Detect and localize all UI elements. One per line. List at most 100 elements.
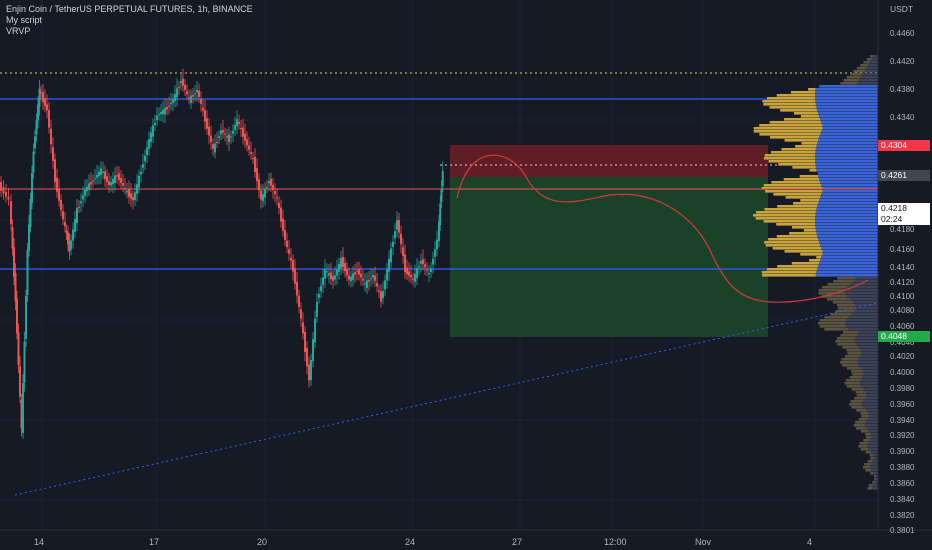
profile-bar-down	[817, 109, 878, 112]
candle-body	[424, 264, 426, 268]
profile-bar-down	[855, 307, 878, 310]
time-tick: 12:00	[604, 537, 627, 547]
candle-body	[248, 145, 250, 150]
profile-bar-up	[849, 403, 863, 406]
profile-bar-down	[816, 271, 878, 274]
candle-body	[218, 136, 220, 139]
profile-bar-down	[845, 289, 878, 292]
candle-body	[16, 298, 18, 334]
candle-body	[38, 88, 41, 107]
candle-body	[174, 94, 176, 102]
candle-body	[322, 277, 324, 285]
profile-bar-down	[868, 415, 878, 418]
profile-bar-down	[859, 79, 878, 82]
candle-body	[58, 188, 60, 201]
profile-bar-down	[815, 226, 878, 229]
candle-body	[344, 263, 346, 272]
profile-bar-down	[860, 349, 878, 352]
profile-bar-down	[873, 454, 878, 457]
profile-bar-down	[818, 115, 878, 118]
profile-bar-up	[845, 379, 861, 382]
candle-body	[35, 120, 38, 135]
profile-bar-up	[780, 109, 818, 112]
profile-bar-up	[853, 70, 865, 73]
candle-body	[96, 175, 98, 178]
candle-body	[196, 90, 198, 93]
profile-bar-up	[818, 292, 846, 295]
price-tick: 0.3860	[890, 479, 915, 488]
profile-bar-down	[857, 82, 878, 85]
candle-body	[368, 280, 370, 282]
profile-bar-down	[822, 187, 878, 190]
candle-body	[236, 119, 238, 127]
profile-bar-up	[803, 229, 816, 232]
candle-body	[92, 180, 94, 182]
profile-bar-down	[864, 70, 878, 73]
candle-body	[440, 189, 443, 202]
profile-bar-down	[847, 286, 878, 289]
candle-body	[278, 203, 280, 208]
candle-body	[436, 239, 438, 250]
profile-bar-down	[816, 232, 878, 235]
profile-bar-up	[770, 136, 820, 139]
symbol-title[interactable]: Enjin Coin / TetherUS PERPETUAL FUTURES,…	[6, 4, 253, 14]
profile-bar-down	[816, 106, 878, 109]
candle-body	[430, 268, 432, 272]
indicator-vrvp[interactable]: VRVP	[6, 26, 31, 36]
candle-body	[40, 92, 42, 94]
profile-bar-down	[820, 244, 878, 247]
candle-body	[272, 185, 274, 190]
profile-bar-down	[855, 277, 878, 280]
stop-loss-zone	[450, 145, 768, 177]
profile-bar-up	[761, 271, 817, 274]
candle-body	[216, 142, 218, 143]
candle-body	[2, 186, 5, 194]
candle-body	[356, 270, 358, 272]
profile-bar-up	[768, 238, 819, 241]
profile-bar-up	[819, 319, 846, 322]
profile-bar-up	[766, 97, 816, 100]
candle-body	[246, 139, 248, 146]
candle-body	[74, 218, 76, 232]
candle-body	[46, 104, 48, 111]
profile-bar-down	[815, 229, 878, 232]
profile-bar-up	[808, 88, 816, 91]
profile-bar-up	[856, 409, 867, 412]
profile-bar-up	[809, 259, 821, 262]
price-tick: 0.4080	[890, 306, 915, 315]
profile-bar-down	[818, 139, 878, 142]
candle-body	[264, 188, 266, 198]
profile-bar-up	[768, 160, 816, 163]
candle-body	[384, 280, 386, 290]
candle-body	[202, 108, 204, 111]
profile-bar-down	[865, 391, 878, 394]
time-tick: Nov	[695, 537, 712, 547]
candle-body	[144, 155, 146, 162]
candle-body	[242, 127, 244, 137]
profile-bar-up	[854, 397, 865, 400]
profile-bar-up	[864, 463, 871, 466]
candle-body	[400, 233, 402, 245]
profile-bar-down	[865, 421, 878, 424]
profile-bar-up	[769, 121, 822, 124]
profile-bar-up	[761, 187, 823, 190]
profile-bar-up	[827, 283, 851, 286]
candle-body	[65, 230, 68, 233]
profile-bar-up	[763, 157, 816, 160]
profile-bar-up	[870, 472, 874, 475]
profile-bar-down	[855, 304, 878, 307]
candle-body	[206, 118, 208, 129]
candle-body	[316, 302, 318, 317]
indicator-my-script[interactable]: My script	[6, 15, 42, 25]
profile-bar-down	[858, 346, 878, 349]
profile-bar-up	[863, 439, 870, 442]
profile-bar-up	[777, 265, 818, 268]
profile-bar-up	[869, 454, 874, 457]
profile-bar-up	[867, 460, 873, 463]
currency-unit[interactable]: USDT	[890, 4, 914, 14]
profile-bar-up	[770, 151, 816, 154]
profile-bar-up	[762, 274, 816, 277]
profile-bar-down	[867, 445, 878, 448]
